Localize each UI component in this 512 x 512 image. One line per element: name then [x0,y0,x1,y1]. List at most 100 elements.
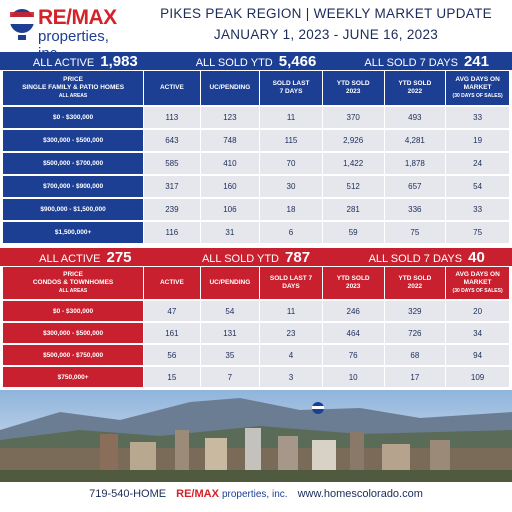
summary-item: ALL SOLD YTD 787 [171,249,342,266]
header-note: (30 DAYS OF SALES) [452,93,503,99]
row-label: $750,000+ [3,367,144,387]
header-line: YTD SOLD [336,275,370,282]
header-line: MARKET [463,279,492,286]
data-cell: 56 [144,345,200,365]
phone: 719-540-HOME [89,488,167,500]
market-table: PRICE CONDOS & TOWNHOMES ALL AREAS ACTIVE UC… [2,265,510,389]
column-header: AVG DAYS ON MARKET (30 DAYS OF SALES) [446,71,509,105]
header-line: UC/PENDING [209,84,251,91]
data-cell: 47 [144,301,200,321]
row-label: $500,000 - $750,000 [3,345,144,365]
data-row: $300,000 - $500,000 643 748 115 2,926 4,281 19 [3,130,509,151]
data-row: $0 - $300,000 113 123 11 370 493 33 [3,107,509,128]
header-line: ACTIVE [159,84,184,91]
data-cell: 106 [200,199,260,220]
data-cell: 4 [260,345,322,365]
data-cell: 4,281 [384,130,446,151]
header-line: SOLD LAST [272,80,310,87]
data-cell: 17 [384,367,446,387]
summary-item: ALL SOLD YTD 5,466 [171,53,342,70]
data-cell: 123 [200,107,260,128]
data-cell: 726 [384,323,446,343]
data-cell: 116 [144,222,200,243]
brand: RE/MAX [38,6,117,29]
summary-value: 40 [468,248,485,266]
header-line: UC/PENDING [209,279,251,286]
data-cell: 33 [446,199,509,220]
column-header: AVG DAYS ON MARKET (30 DAYS OF SALES) [446,267,509,299]
balloon-icon [10,9,34,40]
column-header: ACTIVE [144,267,200,299]
data-cell: 54 [200,301,260,321]
column-header: UC/PENDING [200,71,260,105]
data-cell: 54 [446,176,509,197]
data-cell: 33 [446,107,509,128]
data-cell: 493 [384,107,446,128]
data-cell: 11 [260,301,322,321]
data-cell: 94 [446,345,509,365]
header-line: PRICE [63,271,84,278]
header-row: PRICE CONDOS & TOWNHOMES ALL AREAS ACTIVE UC… [3,267,509,299]
summary-label: ALL SOLD YTD [195,56,273,69]
data-row: $300,000 - $500,000 161 131 23 464 726 34 [3,323,509,343]
summary-value: 787 [285,248,311,266]
data-cell: 75 [384,222,446,243]
data-cell: 643 [144,130,200,151]
header-line: AVG DAYS ON [455,271,500,278]
data-cell: 7 [200,367,260,387]
data-cell: 410 [200,153,260,174]
data-cell: 35 [200,345,260,365]
data-cell: 336 [384,199,446,220]
data-cell: 657 [384,176,446,197]
data-cell: 31 [200,222,260,243]
data-cell: 585 [144,153,200,174]
data-cell: 6 [260,222,322,243]
data-cell: 3 [260,367,322,387]
market-table: PRICE SINGLE FAMILY & PATIO HOMES ALL AREA… [2,69,510,245]
city-photo [0,390,512,482]
header-line: SOLD LAST 7 [269,275,313,282]
summary-value: 241 [463,52,489,70]
data-cell: 76 [322,345,384,365]
data-cell: 113 [144,107,200,128]
data-row: $900,000 - $1,500,000 239 106 18 281 336 33 [3,199,509,220]
summary-label: ALL SOLD 7 DAYS [364,56,458,69]
summary-item: ALL SOLD 7 DAYS 40 [341,249,512,266]
header-line: 7 DAYS [279,88,303,95]
data-cell: 19 [446,130,509,151]
data-cell: 68 [384,345,446,365]
header-row: PRICE SINGLE FAMILY & PATIO HOMES ALL AREA… [3,71,509,105]
row-label: $0 - $300,000 [3,301,144,321]
header-line: 2022 [407,283,423,290]
summary-item: ALL ACTIVE 1,983 [0,53,171,70]
data-row: $1,500,000+ 116 31 6 59 75 75 [3,222,509,243]
row-label: $0 - $300,000 [3,107,144,128]
data-cell: 2,926 [322,130,384,151]
data-cell: 18 [260,199,322,220]
column-header: SOLD LAST 7 DAYS [260,267,322,299]
data-cell: 30 [260,176,322,197]
footer-brand-sub: properties, inc. [221,489,288,500]
logo: RE/MAX properties, inc. [8,4,128,62]
title: PIKES PEAK REGION | WEEKLY MARKET UPDATE [160,6,492,21]
data-cell: 115 [260,130,322,151]
data-cell: 161 [144,323,200,343]
header-line: CONDOS & TOWNHOMES [32,279,114,286]
data-cell: 281 [322,199,384,220]
data-cell: 160 [200,176,260,197]
subtitle: JANUARY 1, 2023 - JUNE 16, 2023 [213,27,439,42]
data-row: $700,000 - $900,000 317 160 30 512 657 54 [3,176,509,197]
header-note: ALL AREAS [58,93,88,99]
summary-label: ALL SOLD 7 DAYS [368,252,463,265]
data-row: $750,000+ 15 7 3 10 17 109 [3,367,509,387]
data-cell: 34 [446,323,509,343]
data-cell: 748 [200,130,260,151]
website: www.homescolorado.com [297,488,423,500]
data-cell: 131 [200,323,260,343]
header-line: SINGLE FAMILY & PATIO HOMES [22,84,125,91]
header-line: MARKET [463,84,492,91]
footer: 719-540-HOME RE/MAX properties, inc. www… [0,484,512,504]
data-cell: 512 [322,176,384,197]
summary-bar: ALL ACTIVE 275 ALL SOLD YTD 787 ALL SOLD 7 D… [0,248,512,266]
